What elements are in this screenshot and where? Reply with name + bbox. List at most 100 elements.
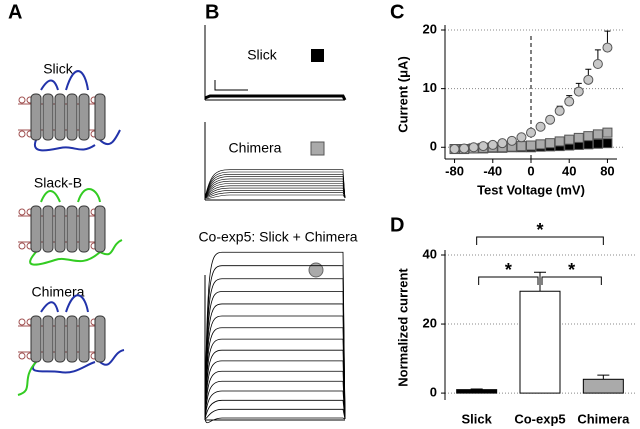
loop: [29, 251, 101, 266]
trace-label: Co-exp5: Slick + Chimera: [198, 229, 357, 245]
y-axis-label: Current (μA): [395, 56, 410, 133]
helix: [78, 205, 90, 253]
lipid-head: [18, 318, 26, 326]
channel-diagram: [18, 188, 123, 266]
lipid-head: [18, 208, 26, 216]
trace: [204, 169, 346, 199]
trace: [204, 275, 345, 421]
loop: [77, 188, 101, 203]
trace: [204, 183, 346, 199]
y-tick-label: 20: [423, 315, 437, 330]
loop: [32, 361, 96, 374]
loop: [40, 79, 59, 91]
point: [487, 139, 498, 150]
trace: [214, 80, 248, 91]
point: [497, 138, 508, 149]
lipid-head: [18, 352, 26, 360]
point: [602, 138, 613, 149]
point: [554, 136, 565, 147]
trace-label: Chimera: [229, 140, 282, 156]
significance-label: *: [505, 260, 512, 280]
loop: [33, 139, 96, 152]
trace: [204, 251, 346, 420]
helix: [66, 93, 78, 141]
point: [516, 141, 527, 152]
trace: [204, 192, 346, 199]
point: [564, 96, 575, 107]
y-axis-label: Normalized current: [395, 268, 410, 387]
point: [602, 127, 613, 138]
trace: [204, 417, 346, 424]
point: [468, 142, 479, 153]
trace: [204, 327, 346, 420]
trace: [204, 122, 345, 201]
helix: [78, 93, 90, 141]
trace: [204, 390, 346, 420]
y-tick-label: 10: [423, 80, 437, 95]
x-tick-label: Slick: [461, 411, 492, 426]
point: [535, 139, 546, 150]
x-tick-label: -40: [483, 163, 502, 178]
x-tick-label: -80: [445, 163, 464, 178]
trace: [204, 408, 346, 420]
legend-swatch: [310, 141, 325, 156]
trace: [204, 94, 347, 101]
x-tick-label: Co-exp5: [514, 411, 565, 426]
trace: [204, 360, 346, 420]
y-tick-label: 0: [430, 385, 437, 400]
y-tick-label: 0: [430, 139, 437, 154]
y-tick-label: 20: [423, 21, 437, 36]
point: [526, 127, 536, 138]
helix: [54, 93, 66, 141]
helix: [42, 315, 54, 363]
diagram-label: Slick: [43, 61, 74, 77]
trace: [204, 338, 346, 420]
helix: [30, 93, 42, 141]
helix: [66, 315, 78, 363]
bar: [519, 290, 561, 394]
point: [602, 42, 613, 53]
point: [459, 143, 470, 154]
point: [545, 138, 556, 149]
loop: [99, 349, 125, 366]
point: [554, 105, 565, 116]
helix: [94, 315, 106, 363]
helix: [30, 205, 42, 253]
helix: [42, 93, 54, 141]
point: [564, 134, 575, 145]
trace: [204, 291, 346, 420]
significance-bracket: [476, 236, 604, 245]
loop: [99, 129, 121, 146]
x-tick-label: 40: [562, 163, 576, 178]
trace: [204, 185, 346, 199]
trace: [204, 190, 346, 199]
trace: [204, 278, 346, 420]
helix: [78, 315, 90, 363]
point: [583, 131, 594, 142]
loop: [40, 301, 59, 313]
helix: [54, 315, 66, 363]
trace: [204, 187, 346, 199]
point: [506, 135, 517, 146]
trace: [204, 171, 346, 199]
point: [592, 129, 603, 140]
error-bar: [597, 374, 610, 380]
trace: [204, 315, 346, 420]
helix: [66, 205, 78, 253]
channel-diagram: [18, 70, 121, 152]
diagram-label: Chimera: [32, 284, 85, 300]
helix: [30, 315, 42, 363]
point: [478, 141, 489, 152]
trace: [204, 370, 346, 420]
loop: [65, 294, 89, 313]
trace: [204, 25, 345, 101]
error-bar: [534, 271, 546, 292]
trace: [204, 303, 346, 420]
legend-swatch: [311, 49, 324, 62]
significance-label: *: [536, 220, 543, 240]
significance-bracket: [541, 276, 602, 285]
loop: [40, 190, 61, 203]
trace: [204, 194, 346, 199]
point: [583, 139, 594, 150]
